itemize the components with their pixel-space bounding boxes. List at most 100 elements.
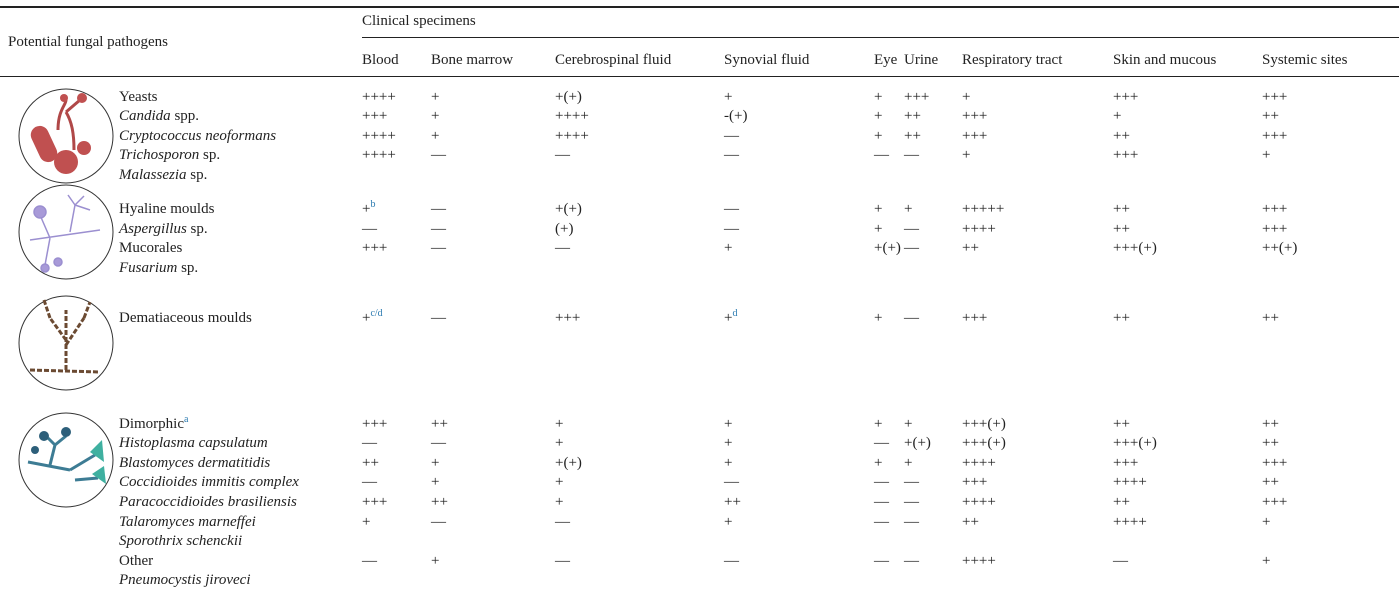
cell: ++ <box>1113 415 1130 433</box>
cell: — <box>431 309 446 327</box>
row-label: Histoplasma capsulatum <box>119 434 268 452</box>
cell: — <box>874 513 889 531</box>
row-label: Coccidioides immitis complex <box>119 473 299 491</box>
pathogen-name: Coccidioides immitis complex <box>119 474 299 490</box>
cell: +++(+) <box>962 415 1006 433</box>
cell: — <box>904 493 919 511</box>
cell: ++ <box>1262 309 1279 327</box>
cell: ++ <box>431 493 448 511</box>
cell: + <box>874 127 882 145</box>
cell: ++ <box>1262 434 1279 452</box>
name-suffix: sp. <box>203 147 220 163</box>
footnote-ref: b <box>370 199 375 210</box>
pathogen-name: Aspergillus <box>119 221 187 237</box>
cell: +++++ <box>962 200 1004 218</box>
cell: +++ <box>1262 220 1287 238</box>
pathogen-name: Paracoccidioides brasiliensis <box>119 494 297 510</box>
cell: +++ <box>1113 88 1138 106</box>
row-label: Trichosporon sp. <box>119 146 220 164</box>
row-label: Pneumocystis jiroveci <box>119 571 250 589</box>
cell: ++ <box>724 493 741 511</box>
cell: — <box>724 220 739 238</box>
cell: +++ <box>1262 200 1287 218</box>
cell: ++++ <box>962 493 996 511</box>
pathogen-name: Histoplasma capsulatum <box>119 435 268 451</box>
cell: +++ <box>1262 88 1287 106</box>
cell: +++(+) <box>962 434 1006 452</box>
cell: + <box>555 493 563 511</box>
cell: — <box>431 434 446 452</box>
row-label: Hyaline moulds <box>119 200 214 218</box>
cell: — <box>904 513 919 531</box>
cell: ++ <box>1262 473 1279 491</box>
cell: ++ <box>1113 493 1130 511</box>
cell: ++++ <box>362 146 396 164</box>
footnote-ref: d <box>732 308 737 319</box>
cell: — <box>362 552 377 570</box>
cell: ++ <box>362 454 379 472</box>
footnote-ref: c/d <box>370 308 382 319</box>
cell: + <box>962 88 970 106</box>
cell: ++++ <box>1113 513 1147 531</box>
cell: ++(+) <box>1262 239 1297 257</box>
row-label: Mucorales <box>119 239 182 257</box>
cell: + <box>874 220 882 238</box>
cell: ++ <box>1262 107 1279 125</box>
cell: +++ <box>362 107 387 125</box>
cell: + <box>431 127 439 145</box>
cell: — <box>724 552 739 570</box>
pathogen-name: Trichosporon <box>119 147 199 163</box>
name-suffix: sp. <box>190 167 207 183</box>
cell: — <box>874 473 889 491</box>
cell: +++ <box>362 415 387 433</box>
pathogen-name: Other <box>119 553 153 569</box>
row-label: Sporothrix schenckii <box>119 532 242 550</box>
cell: — <box>431 220 446 238</box>
cell: — <box>724 127 739 145</box>
cell: + <box>1262 552 1270 570</box>
cell: ++ <box>962 239 979 257</box>
cell: + <box>874 107 882 125</box>
cell: + <box>904 200 912 218</box>
cell: + <box>904 415 912 433</box>
cell: — <box>724 473 739 491</box>
cell: — <box>904 220 919 238</box>
cell: — <box>874 552 889 570</box>
cell: +++ <box>1262 493 1287 511</box>
cell: — <box>874 434 889 452</box>
cell: +++ <box>962 309 987 327</box>
row-label: Dematiaceous moulds <box>119 309 252 327</box>
cell: ++++ <box>1113 473 1147 491</box>
cell: +++ <box>362 239 387 257</box>
span-header: Clinical specimens <box>362 12 476 30</box>
cell: +(+) <box>555 454 582 472</box>
cell: + <box>874 309 882 327</box>
cell: +++ <box>904 88 929 106</box>
cell: +(+) <box>874 239 901 257</box>
column-header: Synovial fluid <box>724 51 809 69</box>
pathogen-name: Hyaline moulds <box>119 201 214 217</box>
table-page: Potential fungal pathogens Clinical spec… <box>0 0 1399 615</box>
cell: ++++ <box>362 88 396 106</box>
cell: + <box>362 513 370 531</box>
cell: — <box>555 239 570 257</box>
name-suffix: sp. <box>191 221 208 237</box>
cell: +++ <box>1113 146 1138 164</box>
cell: + <box>724 415 732 433</box>
row-label: Candida spp. <box>119 107 199 125</box>
dematiaceous-icon <box>19 296 113 390</box>
cell: ++ <box>1113 220 1130 238</box>
cell: — <box>555 146 570 164</box>
pathogen-name: Fusarium <box>119 260 177 276</box>
cell: + <box>555 415 563 433</box>
cell: ++ <box>1113 127 1130 145</box>
row-label: Aspergillus sp. <box>119 220 208 238</box>
cell: ++ <box>431 415 448 433</box>
row-label: Cryptococcus neoformans <box>119 127 276 145</box>
cell: + <box>555 473 563 491</box>
cell: (+) <box>555 220 573 238</box>
column-header: Bone marrow <box>431 51 513 69</box>
cell: — <box>431 513 446 531</box>
pathogen-name: Sporothrix schenckii <box>119 533 242 549</box>
pathogen-name: Dimorphic <box>119 416 184 432</box>
